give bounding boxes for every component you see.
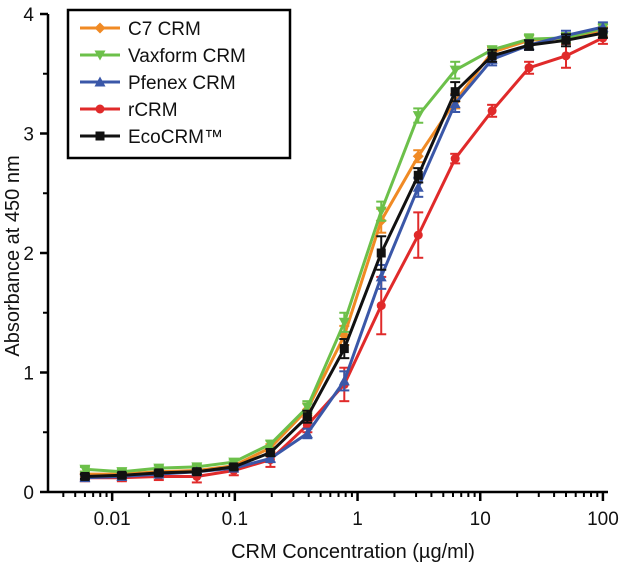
data-point-ecocrm [302, 412, 312, 422]
x-tick-label-0: 0.01 [94, 509, 131, 530]
y-tick-label-4: 4 [23, 5, 34, 26]
data-point-pfenex-crm [449, 98, 461, 109]
x-tick-label-1: 0.1 [222, 509, 248, 530]
data-point-ecocrm [80, 471, 90, 481]
data-point-ecocrm [524, 40, 534, 50]
y-tick-label-1: 1 [23, 364, 34, 385]
data-point-ecocrm [598, 28, 608, 38]
series-layer [79, 21, 609, 484]
data-point-ecocrm [413, 170, 423, 180]
axes: 0 1 2 3 4 0.01 0.1 1 10 100 [23, 5, 618, 530]
legend-label-vaxform-crm: Vaxform CRM [128, 46, 246, 67]
data-point-pfenex-crm [412, 181, 424, 192]
x-tick-label-2: 1 [352, 509, 363, 530]
data-point-ecocrm [117, 470, 127, 480]
data-point-ecocrm [376, 248, 386, 258]
data-point-rcrm [561, 51, 571, 61]
y-axis-title: Absorbance at 450 nm [2, 155, 24, 356]
data-point-ecocrm [487, 51, 497, 61]
data-point-vaxform-crm [79, 464, 91, 475]
x-tick-label-3: 10 [470, 509, 491, 530]
data-point-ecocrm [154, 468, 164, 478]
series-ecocrm [79, 27, 608, 481]
data-point-vaxform-crm [338, 317, 350, 328]
data-point-vaxform-crm [449, 65, 461, 76]
data-point-rcrm [450, 154, 460, 164]
data-point-vaxform-crm [301, 402, 313, 413]
data-point-ecocrm [450, 87, 460, 97]
data-point-c7-crm [412, 150, 424, 162]
data-point-pfenex-crm [375, 271, 387, 282]
data-point-vaxform-crm [264, 439, 276, 450]
legend-frame [66, 8, 292, 160]
data-point-rcrm [376, 301, 386, 311]
y-tick-label-2: 2 [23, 244, 34, 265]
y-tick-label-3: 3 [23, 125, 34, 146]
legend-label-ecocrm: EcoCRM™ [128, 127, 223, 148]
legend: C7 CRM Vaxform CRM Pfenex CRM rCRM EcoCRM™ [66, 8, 292, 160]
legend-marker-pfenex-crm [94, 76, 106, 87]
x-tick-label-4: 100 [587, 509, 619, 530]
data-point-pfenex-crm [264, 453, 276, 464]
data-point-rcrm [487, 106, 497, 116]
data-point-ecocrm [561, 35, 571, 45]
data-point-ecocrm [265, 448, 275, 458]
legend-marker-ecocrm [95, 131, 105, 141]
data-point-pfenex-crm [301, 427, 313, 438]
data-point-ecocrm [339, 344, 349, 354]
legend-label-c7-crm: C7 CRM [128, 19, 201, 40]
data-point-pfenex-crm [338, 375, 350, 386]
legend-label-pfenex-crm: Pfenex CRM [128, 73, 236, 94]
data-point-ecocrm [229, 462, 239, 472]
legend-marker-vaxform-crm [94, 50, 106, 61]
x-axis-title: CRM Concentration (µg/ml) [231, 541, 475, 563]
data-point-vaxform-crm [412, 111, 424, 122]
legend-marker-rcrm [95, 104, 105, 114]
legend-marker-c7-crm [94, 22, 106, 34]
legend-label-rcrm: rCRM [128, 100, 178, 121]
data-point-rcrm [524, 63, 534, 73]
data-point-rcrm [413, 230, 423, 240]
data-point-vaxform-crm [375, 206, 387, 217]
y-tick-label-0: 0 [23, 483, 34, 504]
data-point-ecocrm [192, 467, 202, 477]
